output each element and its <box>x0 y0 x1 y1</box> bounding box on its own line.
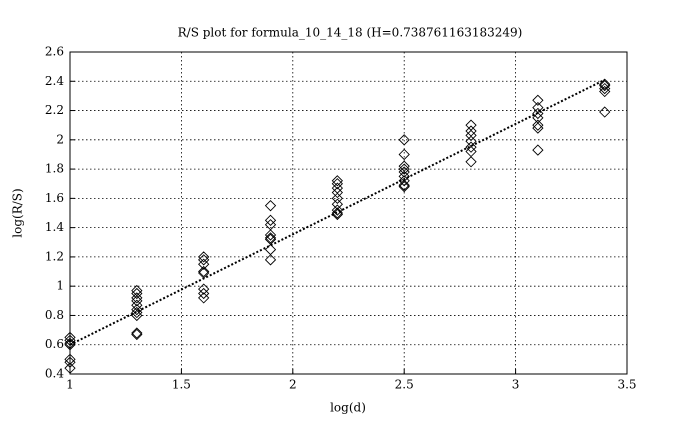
data-point <box>198 292 210 304</box>
data-point <box>64 362 76 374</box>
data-point <box>198 254 210 266</box>
data-point <box>131 309 143 322</box>
data-point <box>131 327 143 339</box>
x-axis-label: log(d) <box>330 401 366 415</box>
x-tick-label: 2 <box>289 378 297 392</box>
data-point <box>465 156 477 168</box>
data-point <box>331 175 343 187</box>
y-tick-label: 0.4 <box>45 367 64 381</box>
data-point <box>64 356 76 368</box>
data-point <box>198 283 210 295</box>
data-point <box>264 214 277 226</box>
data-point <box>264 232 277 244</box>
y-tick-label: 2.2 <box>45 103 64 117</box>
data-point <box>131 292 143 304</box>
data-point <box>398 179 410 191</box>
data-point <box>198 258 210 270</box>
fit-line <box>69 78 606 346</box>
y-tick-label: 2.4 <box>45 74 64 88</box>
data-point <box>198 265 210 278</box>
x-tick-label: 2.5 <box>395 378 414 392</box>
data-point <box>599 80 611 92</box>
data-point <box>398 175 410 187</box>
x-tick-label: 3 <box>512 378 520 392</box>
y-tick-label: 0.8 <box>45 308 64 322</box>
data-point <box>64 353 76 366</box>
data-point <box>398 163 410 175</box>
y-tick-label: 1.8 <box>45 162 64 176</box>
data-point <box>264 200 277 212</box>
data-point <box>131 306 143 319</box>
x-tick-label: 1.5 <box>172 378 191 392</box>
data-point <box>465 141 477 153</box>
data-point <box>599 82 611 95</box>
data-point <box>64 339 76 351</box>
data-point <box>465 129 477 142</box>
data-point <box>131 287 143 300</box>
data-point <box>599 85 611 98</box>
data-point <box>264 254 277 266</box>
data-point <box>331 192 343 205</box>
data-point <box>264 229 277 241</box>
x-tick-label: 1 <box>66 378 74 392</box>
data-point <box>532 144 544 156</box>
y-axis-label: log(R/S) <box>11 188 25 237</box>
data-point <box>532 119 544 131</box>
y-tick-label: 2 <box>56 132 64 146</box>
data-point <box>599 106 611 118</box>
y-tick-label: 1.2 <box>45 249 64 263</box>
chart-title: R/S plot for formula_10_14_18 (H=0.73876… <box>178 26 523 40</box>
data-point <box>532 94 544 106</box>
data-point <box>131 295 143 307</box>
data-point <box>331 208 343 221</box>
data-point <box>398 148 410 161</box>
y-tick-label: 1.6 <box>45 191 64 205</box>
data-point <box>398 160 410 172</box>
data-point <box>398 181 410 193</box>
data-point <box>532 122 544 134</box>
y-tick-label: 2.6 <box>45 45 64 59</box>
y-tick-label: 1 <box>56 279 64 293</box>
y-tick-label: 0.6 <box>45 337 64 351</box>
data-point <box>398 166 410 178</box>
data-point <box>198 287 210 300</box>
data-point <box>398 134 410 146</box>
data-point <box>131 303 143 316</box>
data-point <box>331 204 343 216</box>
data-point <box>465 135 477 147</box>
x-tick-label: 3.5 <box>617 378 636 392</box>
data-point <box>331 178 343 190</box>
data-point <box>198 251 210 263</box>
data-point <box>64 334 76 346</box>
data-point <box>131 328 143 341</box>
data-point <box>131 284 143 297</box>
data-point <box>465 119 477 131</box>
data-point <box>64 337 76 349</box>
data-point <box>532 101 544 114</box>
y-tick-label: 1.4 <box>45 220 64 234</box>
data-point <box>64 331 76 344</box>
plot-frame <box>69 51 628 375</box>
data-point <box>331 186 343 199</box>
